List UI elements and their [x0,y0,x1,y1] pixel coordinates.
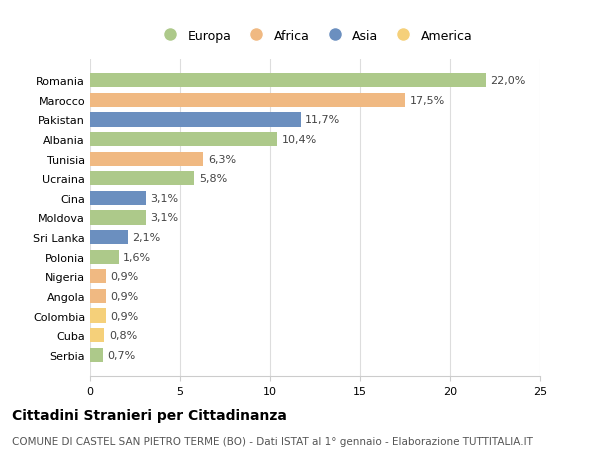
Text: 1,6%: 1,6% [124,252,151,262]
Text: 0,7%: 0,7% [107,350,136,360]
Text: COMUNE DI CASTEL SAN PIETRO TERME (BO) - Dati ISTAT al 1° gennaio - Elaborazione: COMUNE DI CASTEL SAN PIETRO TERME (BO) -… [12,436,533,446]
Bar [90,230,128,245]
Bar [90,191,146,206]
Text: 3,1%: 3,1% [151,213,178,223]
Bar [90,250,119,264]
Text: 5,8%: 5,8% [199,174,227,184]
Text: Cittadini Stranieri per Cittadinanza: Cittadini Stranieri per Cittadinanza [12,409,287,422]
Text: 2,1%: 2,1% [133,233,161,242]
Text: 6,3%: 6,3% [208,154,236,164]
Bar [90,289,106,303]
Bar [90,309,106,323]
Bar [90,133,277,147]
Text: 17,5%: 17,5% [409,95,445,106]
Bar [90,269,106,284]
Bar [90,211,146,225]
Bar [90,172,194,186]
Text: 0,8%: 0,8% [109,330,137,341]
Legend: Europa, Africa, Asia, America: Europa, Africa, Asia, America [152,25,478,48]
Text: 0,9%: 0,9% [111,311,139,321]
Text: 0,9%: 0,9% [111,291,139,301]
Bar [90,328,104,342]
Bar [90,152,203,167]
Bar [90,113,301,127]
Bar [90,74,486,88]
Bar [90,94,405,108]
Text: 22,0%: 22,0% [491,76,526,86]
Bar [90,348,103,362]
Text: 3,1%: 3,1% [151,194,178,203]
Text: 0,9%: 0,9% [111,272,139,282]
Text: 10,4%: 10,4% [282,135,317,145]
Text: 11,7%: 11,7% [305,115,340,125]
